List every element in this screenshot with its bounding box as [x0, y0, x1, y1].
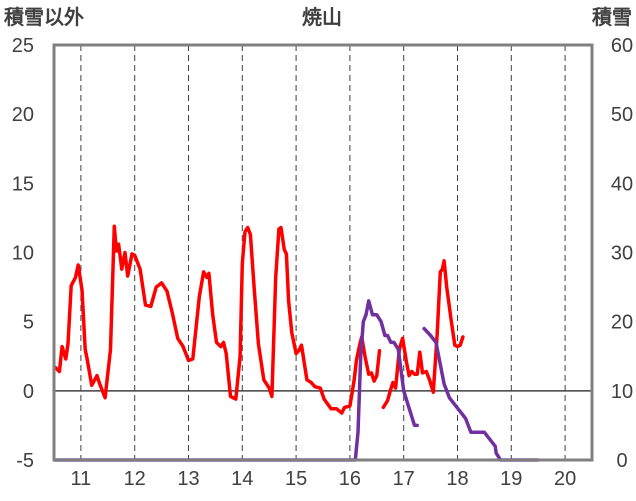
right-y-tick-label: 20	[611, 312, 633, 334]
right-y-tick-label: 50	[611, 104, 633, 126]
chart-title: 焼山	[302, 6, 342, 29]
left-y-tick-label: 15	[12, 173, 34, 195]
x-tick-label: 11	[71, 468, 92, 490]
series-line	[381, 259, 465, 410]
right-axis-label: 積雪	[592, 6, 632, 29]
right-y-tick-label: 0	[616, 450, 627, 472]
left-y-tick-label: 20	[12, 104, 34, 126]
left-y-tick-label: -5	[16, 450, 34, 472]
x-tick-label: 19	[500, 468, 522, 490]
x-tick-label: 16	[339, 468, 361, 490]
x-tick-label: 20	[554, 468, 576, 490]
left-axis-label: 積雪以外	[4, 5, 84, 29]
left-y-tick-label: 5	[23, 312, 34, 334]
left-y-tick-label: 10	[12, 243, 34, 265]
x-tick-label: 17	[393, 468, 415, 490]
x-tick-label: 12	[124, 468, 146, 490]
x-tick-label: 18	[446, 468, 468, 490]
series-line	[422, 326, 540, 462]
series-line	[53, 224, 382, 415]
left-y-tick-label: 0	[23, 381, 34, 403]
right-y-tick-label: 40	[611, 173, 633, 195]
x-tick-label: 13	[177, 468, 199, 490]
left-y-tick-label: 25	[12, 35, 34, 57]
x-tick-label: 14	[231, 468, 253, 490]
plot-frame	[52, 43, 594, 462]
right-y-tick-label: 10	[611, 381, 633, 403]
right-y-tick-label: 30	[611, 243, 633, 265]
x-tick-label: 15	[285, 468, 307, 490]
right-y-tick-label: 60	[611, 35, 633, 57]
series-lines	[53, 224, 540, 462]
series-line	[53, 299, 419, 462]
